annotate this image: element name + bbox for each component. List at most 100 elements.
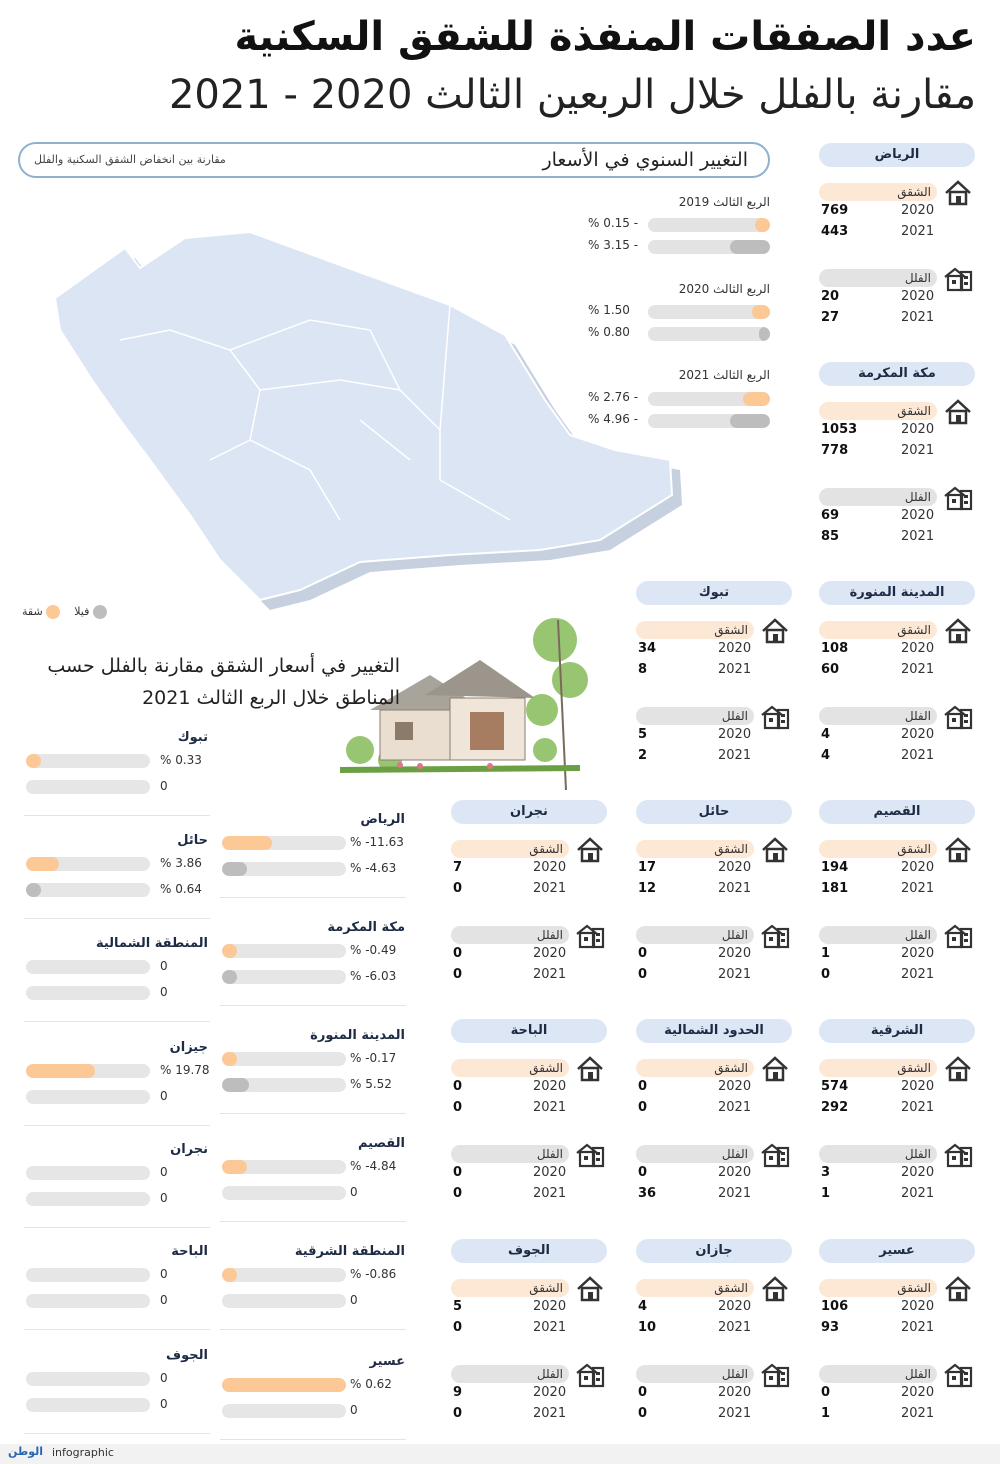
villa-row-2020: 2020 4 <box>819 725 937 745</box>
change-villa-bar <box>222 970 346 984</box>
year-label: 2021 <box>901 1186 935 1201</box>
count-value: 0 <box>453 881 463 896</box>
villa-building-icon <box>760 922 790 950</box>
count-value: 0 <box>638 1406 648 1421</box>
row-divider <box>24 1125 210 1126</box>
count-value: 85 <box>821 529 840 544</box>
villa-row-2020: 2020 0 <box>451 1163 569 1183</box>
villa-building-icon <box>575 1361 605 1389</box>
apartment-row-2021: 2021 778 <box>819 441 937 461</box>
change-villa-value: 0 <box>350 1293 358 1307</box>
apartment-row-2020: 2020 7 <box>451 858 569 878</box>
region-name: مكة المكرمة <box>819 362 975 386</box>
saudi-map <box>53 230 682 610</box>
year-label: 2021 <box>901 443 935 458</box>
villa-row-2021: 2021 1 <box>819 1404 937 1424</box>
villa-row-2021: 2021 0 <box>636 1404 754 1424</box>
house-icon <box>575 836 605 864</box>
change-apartment-bar <box>222 1160 346 1174</box>
count-value: 0 <box>638 1100 648 1115</box>
change-villa-bar <box>222 1294 346 1308</box>
apartments-label: الشقق <box>636 1279 754 1297</box>
count-value: 0 <box>453 1320 463 1335</box>
count-value: 34 <box>638 641 657 656</box>
apartments-label: الشقق <box>636 1059 754 1077</box>
apartments-label: الشقق <box>451 1059 569 1077</box>
change-apartment-bar <box>222 1378 346 1392</box>
change-apartment-value: % -4.84 <box>350 1159 397 1173</box>
villa-row-2020: 2020 3 <box>819 1163 937 1183</box>
change-apartment-value: 0 <box>160 959 168 973</box>
change-region-name: الجوف <box>166 1348 208 1363</box>
region-card: الجوف الشقق 2020 5 2021 0 الفلل 2020 9 2021 0 <box>451 1239 607 1444</box>
year-label: 2020 <box>718 1079 752 1094</box>
apartment-row-2020: 2020 4 <box>636 1297 754 1317</box>
change-apartment-value: % 0.62 <box>350 1377 392 1391</box>
count-value: 1 <box>821 1406 831 1421</box>
region-card: تبوك الشقق 2020 34 2021 8 الفلل 2020 5 2021 2 <box>636 581 792 786</box>
villas-label: الفلل <box>451 1365 569 1383</box>
count-value: 5 <box>453 1299 463 1314</box>
year-label: 2020 <box>901 289 935 304</box>
villa-row-2021: 2021 0 <box>451 1404 569 1424</box>
villa-building-icon <box>943 1141 973 1169</box>
count-value: 0 <box>638 946 648 961</box>
legend-apartment: شقة <box>22 605 43 618</box>
year-label: 2021 <box>718 1100 752 1115</box>
count-value: 0 <box>453 967 463 982</box>
count-value: 778 <box>821 443 849 458</box>
count-value: 0 <box>638 1165 648 1180</box>
change-villa-value: % 0.64 <box>160 882 202 896</box>
year-label: 2021 <box>718 881 752 896</box>
villa-building-icon <box>760 703 790 731</box>
change-villa-value: 0 <box>350 1185 358 1199</box>
change-apartment-bar <box>26 1064 150 1078</box>
apartment-row-2021: 2021 93 <box>819 1318 937 1338</box>
apartments-label: الشقق <box>451 840 569 858</box>
year-label: 2021 <box>533 967 567 982</box>
year-label: 2020 <box>718 727 752 742</box>
apartment-row-2020: 2020 5 <box>451 1297 569 1317</box>
region-name: القصيم <box>819 800 975 824</box>
year-label: 2020 <box>533 1299 567 1314</box>
year-label: 2020 <box>901 860 935 875</box>
year-label: 2020 <box>718 1165 752 1180</box>
apartment-row-2021: 2021 10 <box>636 1318 754 1338</box>
villa-row-2021: 2021 2 <box>636 746 754 766</box>
apartment-row-2020: 2020 17 <box>636 858 754 878</box>
count-value: 69 <box>821 508 840 523</box>
house-icon <box>943 398 973 426</box>
change-region-name: تبوك <box>177 730 208 745</box>
villas-label: الفلل <box>636 707 754 725</box>
row-divider <box>24 918 210 919</box>
count-value: 181 <box>821 881 849 896</box>
year-label: 2020 <box>901 727 935 742</box>
period-apartment-value: % 1.50 <box>588 303 630 317</box>
row-divider <box>24 1227 210 1228</box>
apartment-row-2021: 2021 292 <box>819 1098 937 1118</box>
change-villa-bar <box>222 862 346 876</box>
change-apartment-value: % -0.86 <box>350 1267 397 1281</box>
change-villa-value: 0 <box>160 1397 168 1411</box>
count-value: 292 <box>821 1100 849 1115</box>
year-label: 2021 <box>901 967 935 982</box>
villa-row-2020: 2020 9 <box>451 1383 569 1403</box>
change-apartment-bar <box>26 960 150 974</box>
change-villa-bar <box>26 986 150 1000</box>
count-value: 4 <box>638 1299 648 1314</box>
price-change-title: التغيير السنوي في الأسعار <box>542 149 748 171</box>
year-label: 2021 <box>901 224 935 239</box>
row-divider <box>24 1329 210 1330</box>
change-apartment-bar <box>26 754 150 768</box>
apartment-dot-icon <box>46 605 61 619</box>
apartments-label: الشقق <box>819 402 937 420</box>
region-card: الشرقية الشقق 2020 574 2021 292 الفلل 2020 3 2021… <box>819 1019 975 1224</box>
change-apartment-bar <box>26 1372 150 1386</box>
year-label: 2020 <box>718 641 752 656</box>
year-label: 2021 <box>533 1100 567 1115</box>
villa-row-2020: 2020 5 <box>636 725 754 745</box>
map-borders <box>119 304 511 521</box>
villa-row-2021: 2021 4 <box>819 746 937 766</box>
count-value: 0 <box>453 1186 463 1201</box>
change-villa-bar <box>222 1404 346 1418</box>
